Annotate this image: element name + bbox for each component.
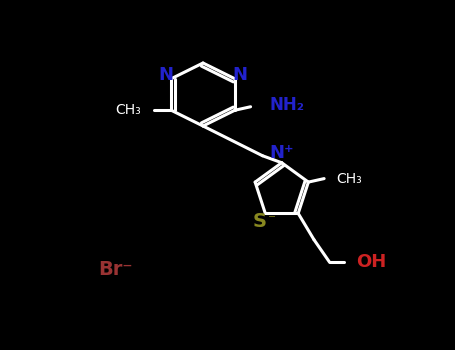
- Text: CH₃: CH₃: [116, 103, 142, 117]
- Text: N⁺: N⁺: [269, 144, 294, 162]
- Text: OH: OH: [356, 253, 386, 271]
- Text: NH₂: NH₂: [270, 96, 305, 114]
- Text: N: N: [233, 66, 248, 84]
- Text: Br⁻: Br⁻: [98, 260, 133, 279]
- Text: S: S: [253, 212, 267, 231]
- Text: CH₃: CH₃: [336, 172, 362, 186]
- Text: ⁻: ⁻: [268, 212, 276, 227]
- Text: N: N: [158, 66, 173, 84]
